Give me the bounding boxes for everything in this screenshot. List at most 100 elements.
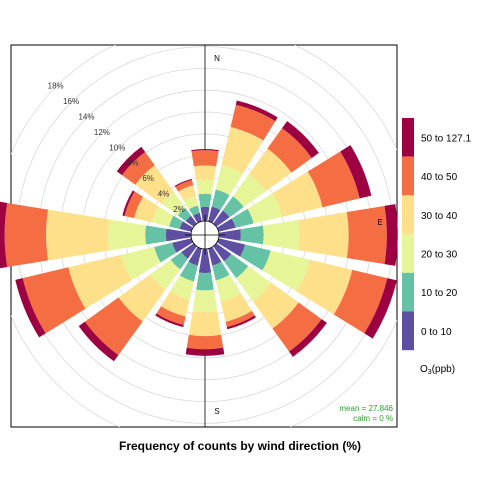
- wedge-nw-bin-4: [135, 165, 174, 204]
- wedge-ne-bin-1: [213, 210, 230, 227]
- legend-label-1: 0 to 10: [421, 327, 452, 338]
- wedge-wnw-bin-3: [152, 206, 174, 227]
- wedge-nw-bin-3: [161, 191, 186, 216]
- wedge-nne-bin-6: [235, 100, 278, 122]
- wedge-sse-bin-1: [208, 246, 222, 266]
- wedge-e-bin-2: [240, 225, 264, 245]
- wedge-nw-bin-1: [185, 215, 197, 227]
- wedge-ene-bin-6: [340, 145, 372, 199]
- wedge-ene-bin-3: [247, 193, 283, 224]
- mean-statistic: mean = 27.846: [339, 404, 393, 413]
- wedge-se-bin-4: [252, 282, 299, 329]
- wedge-ne-bin-2: [222, 196, 244, 218]
- wedge-s-bin-3: [192, 289, 218, 313]
- wedge-wnw-bin-2: [169, 215, 183, 230]
- wedge-ene-bin-2: [231, 208, 254, 228]
- wedge-e-bin-1: [218, 229, 241, 241]
- wedge-ne-bin-3: [232, 174, 266, 208]
- radial-tick-label-4: 4%: [158, 190, 170, 199]
- legend-label-4: 30 to 40: [421, 211, 458, 222]
- wedge-wsw-bin-3: [121, 246, 161, 281]
- wedge-ssw-bin-3: [170, 275, 195, 300]
- wedge-se-bin-2: [224, 254, 249, 279]
- wedge-ssw-bin-1: [188, 246, 202, 266]
- compass-label-n: N: [214, 54, 220, 63]
- radial-tick-label-14: 14%: [78, 112, 94, 121]
- wedge-w-bin-3: [108, 219, 146, 251]
- wedge-wsw-bin-2: [154, 242, 177, 263]
- legend-swatch-5: [402, 156, 414, 196]
- wedge-wsw-bin-1: [172, 238, 194, 253]
- wedge-sw-bin-1: [181, 243, 197, 259]
- wedge-nnw-bin-1: [193, 212, 202, 224]
- legend-swatch-1: [402, 311, 414, 351]
- wedge-ne-bin-6: [282, 121, 319, 158]
- wedge-wnw-bin-6: [122, 190, 135, 216]
- wedge-se-bin-5: [272, 302, 322, 352]
- wedge-e-bin-5: [346, 205, 387, 265]
- wedge-s-bin-1: [198, 248, 212, 273]
- legend-title: O3(ppb): [420, 364, 455, 376]
- wedge-w-bin-1: [165, 228, 192, 242]
- wedge-ssw-bin-4: [160, 291, 190, 317]
- wedge-nw-bin-2: [177, 207, 192, 222]
- radial-tick-label-12: 12%: [94, 128, 110, 137]
- wedge-ese-bin-2: [240, 244, 271, 271]
- legend-swatch-6: [402, 118, 414, 157]
- wedge-layer: [0, 100, 398, 362]
- wedge-nne-bin-5: [230, 104, 276, 141]
- legend-label-5: 40 to 50: [421, 172, 458, 183]
- wedge-s-bin-6: [185, 347, 225, 356]
- wedge-se-bin-1: [213, 243, 232, 262]
- wedge-ese-bin-5: [333, 269, 388, 334]
- wedge-sw-bin-3: [150, 259, 181, 290]
- wedge-nnw-bin-3: [183, 195, 199, 210]
- wedge-ese-bin-6: [364, 278, 397, 339]
- wedge-wnw-bin-4: [134, 196, 159, 223]
- wedge-ese-bin-4: [296, 259, 353, 315]
- wedge-se-bin-3: [236, 266, 272, 302]
- legend-title-main: O: [420, 364, 428, 375]
- wedge-ssw-bin-6: [155, 313, 184, 328]
- radial-tick-label-6: 6%: [142, 174, 154, 183]
- wedge-n-bin-4: [193, 165, 217, 181]
- wedge-wsw-bin-6: [15, 278, 46, 338]
- wedge-se-bin-6: [289, 319, 327, 357]
- wedge-sse-bin-4: [220, 293, 252, 322]
- wedge-ssw-bin-5: [156, 306, 186, 325]
- wedge-ene-bin-4: [272, 171, 323, 217]
- wedge-ne-bin-5: [267, 128, 312, 173]
- wedge-nne-bin-2: [211, 189, 230, 211]
- radial-tick-label-18: 18%: [48, 82, 64, 91]
- wedge-wsw-bin-4: [68, 254, 132, 309]
- wedge-n-bin-3: [196, 179, 214, 195]
- wedge-n-bin-5: [191, 150, 219, 167]
- wedge-nnw-bin-6: [174, 178, 192, 187]
- wedge-nnw-bin-4: [178, 185, 196, 201]
- legend-swatch-4: [402, 195, 414, 235]
- radial-tick-label-2: 2%: [173, 205, 185, 214]
- wedge-sse-bin-5: [225, 310, 255, 328]
- wedge-nnw-bin-5: [175, 180, 194, 192]
- wedge-ene-bin-5: [307, 151, 360, 208]
- legend-label-3: 20 to 30: [421, 249, 458, 260]
- wedge-e-bin-4: [298, 212, 349, 258]
- wedge-ese-bin-1: [216, 238, 246, 257]
- radial-tick-label-16: 16%: [63, 97, 79, 106]
- wedge-sse-bin-6: [226, 315, 256, 330]
- wedge-ene-bin-1: [216, 218, 236, 232]
- compass-label-s: S: [214, 407, 219, 416]
- legend-swatch-2: [402, 272, 414, 312]
- wedge-w-bin-2: [145, 225, 167, 245]
- wedge-s-bin-4: [188, 311, 222, 337]
- wedge-nne-bin-3: [215, 165, 243, 196]
- radial-tick-label-8: 8%: [127, 159, 139, 168]
- legend-title-tail: (ppb): [432, 364, 455, 375]
- chart-title: Frequency of counts by wind direction (%…: [119, 439, 361, 453]
- wedge-sse-bin-2: [212, 261, 230, 281]
- wedge-sw-bin-4: [118, 274, 166, 322]
- wedge-nne-bin-1: [208, 206, 221, 224]
- wedge-ne-bin-4: [248, 148, 292, 192]
- legend-label-2: 10 to 20: [421, 288, 458, 299]
